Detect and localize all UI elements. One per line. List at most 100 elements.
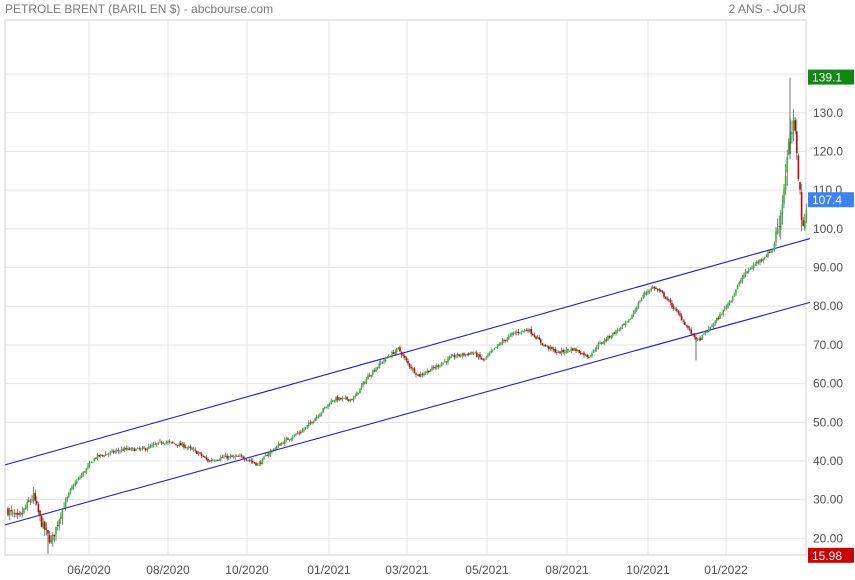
candle-body — [149, 446, 152, 447]
candle-body — [66, 496, 68, 501]
candle-body — [538, 337, 540, 340]
candle-body — [130, 448, 132, 450]
candle-body — [484, 358, 486, 360]
candle-body — [26, 501, 28, 509]
candle-body — [509, 334, 512, 336]
candle-body — [309, 422, 312, 424]
candle-body — [728, 301, 731, 304]
period-low-badge — [808, 547, 854, 563]
candle-body — [240, 455, 243, 457]
candle-body — [285, 438, 288, 440]
candle-body — [791, 131, 793, 135]
candle-body — [600, 342, 603, 344]
candle-body — [42, 522, 44, 528]
candle-body — [330, 400, 332, 405]
candle-body — [503, 340, 505, 341]
candle-body — [460, 355, 462, 357]
candle-body — [207, 458, 209, 462]
candle-body — [532, 333, 534, 336]
candle-body — [764, 257, 766, 259]
candle-body — [138, 448, 140, 450]
candle-body — [664, 296, 667, 299]
candle-body — [92, 461, 94, 463]
candle-body — [28, 500, 30, 502]
candle-body — [119, 450, 121, 452]
candle-body — [192, 449, 195, 451]
candle-body — [605, 339, 608, 341]
candle-body — [464, 354, 467, 356]
candle-body — [250, 460, 252, 462]
candle-body — [552, 349, 555, 351]
candle-body — [202, 456, 204, 457]
candle-body — [378, 363, 380, 368]
candle-body — [615, 330, 617, 334]
candle-body — [317, 416, 320, 417]
candle-body — [621, 324, 624, 327]
candle-body — [23, 508, 25, 513]
candle-body — [52, 534, 54, 541]
candle-body — [599, 342, 601, 344]
candle-body — [620, 326, 622, 330]
candle-body — [575, 348, 577, 352]
candle-body — [128, 448, 131, 450]
candle-body — [136, 447, 139, 449]
candle-body — [32, 493, 35, 500]
candle-body — [234, 456, 236, 458]
candle-body — [372, 370, 374, 375]
candle-body — [738, 282, 740, 286]
y-tick-label: 50.00 — [813, 415, 843, 429]
candle-body — [197, 453, 200, 454]
candle-body — [354, 395, 356, 398]
candle-body — [308, 423, 310, 426]
candle-body — [597, 343, 600, 348]
candle-body — [533, 334, 536, 337]
candle-body — [61, 509, 64, 519]
candle-body — [576, 350, 579, 352]
candle-body — [332, 400, 334, 402]
candle-body — [421, 373, 424, 375]
candle-body — [736, 285, 739, 290]
candle-body — [450, 356, 452, 358]
candle-body — [221, 456, 224, 458]
candle-body — [477, 354, 480, 358]
candle-body — [223, 456, 225, 458]
candle-body — [191, 448, 193, 450]
candle-body — [548, 346, 550, 349]
candle-body — [277, 444, 280, 447]
candle-body — [632, 312, 635, 315]
candle-body — [740, 280, 742, 283]
candle-body — [562, 349, 564, 353]
candle-body — [112, 450, 115, 453]
candle-body — [775, 231, 777, 242]
candle-body — [799, 182, 801, 190]
candle-body — [367, 375, 369, 380]
candle-body — [260, 462, 262, 464]
candle-body — [492, 349, 494, 351]
candle-body — [45, 528, 48, 530]
candle-body — [408, 363, 411, 367]
x-tick-label: 01/2022 — [704, 563, 748, 577]
candle-body — [328, 404, 331, 406]
candle-body — [744, 271, 747, 275]
candle-body — [540, 339, 542, 343]
candle-body — [754, 263, 756, 265]
candle-body — [804, 220, 806, 229]
candle-body — [608, 336, 611, 338]
candle-body — [802, 220, 804, 226]
candle-body — [463, 353, 465, 356]
candle-body — [8, 510, 11, 516]
candle-body — [204, 456, 206, 458]
y-tick-label: 30.00 — [813, 493, 843, 507]
candle-body — [612, 332, 614, 337]
candle-body — [272, 450, 275, 452]
candle-body — [666, 298, 668, 300]
candle-body — [247, 460, 249, 461]
y-tick-label: 80.00 — [813, 299, 843, 313]
candle-body — [602, 341, 604, 344]
candle-body — [789, 131, 792, 144]
chart-period: 2 ANS - JOUR — [728, 2, 806, 16]
candle-body — [44, 521, 46, 530]
candle-body — [402, 354, 404, 356]
candle-body — [693, 333, 696, 337]
candle-body — [13, 513, 16, 515]
